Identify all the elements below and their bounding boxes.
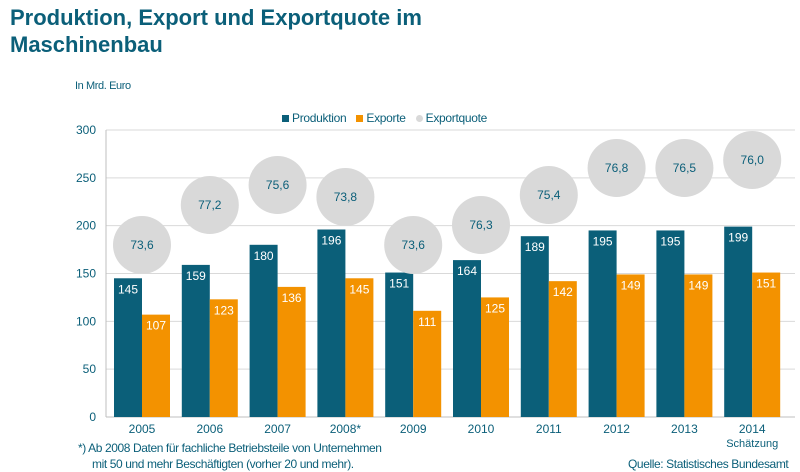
data-label-exporte: 149 bbox=[621, 278, 641, 292]
footnote: *) Ab 2008 Daten für fachliche Betriebst… bbox=[78, 440, 382, 472]
y-tick-label: 300 bbox=[76, 123, 96, 137]
x-tick-label: 2010 bbox=[468, 422, 495, 436]
data-label-exportquote: 73,8 bbox=[334, 190, 358, 204]
bar-produktion bbox=[114, 278, 142, 417]
footnote-line-1: *) Ab 2008 Daten für fachliche Betriebst… bbox=[78, 441, 382, 455]
x-tick-label: 2006 bbox=[196, 422, 223, 436]
source: Quelle: Statistisches Bundesamt bbox=[628, 457, 789, 471]
data-label-produktion: 189 bbox=[525, 240, 545, 254]
data-label-exportquote: 76,8 bbox=[605, 161, 629, 175]
legend-item-exportquote: Exportquote bbox=[415, 111, 487, 125]
bar-produktion bbox=[181, 264, 210, 417]
bar-produktion bbox=[385, 272, 414, 417]
x-tick-label: 2008* bbox=[330, 422, 362, 436]
legend: Produktion Exporte Exportquote bbox=[282, 111, 487, 125]
bar-exporte bbox=[277, 286, 306, 417]
data-label-exporte: 111 bbox=[418, 315, 437, 329]
x-tick-label: 2005 bbox=[129, 422, 156, 436]
x-tick-label: 2011 bbox=[536, 422, 562, 436]
bubble-exportquote bbox=[384, 216, 443, 274]
data-label-produktion: 180 bbox=[254, 249, 274, 263]
data-label-exporte: 142 bbox=[553, 285, 573, 299]
bar-produktion bbox=[724, 226, 753, 417]
bubble-exportquote bbox=[519, 166, 578, 224]
data-label-exporte: 136 bbox=[282, 291, 302, 305]
bubble-exportquote bbox=[587, 139, 646, 197]
data-label-exportquote: 77,2 bbox=[198, 198, 222, 212]
bubble-exportquote bbox=[316, 168, 375, 226]
bar-exporte bbox=[548, 281, 577, 417]
x-tick-label: 2007 bbox=[264, 422, 291, 436]
y-axis-label: In Mrd. Euro bbox=[75, 80, 131, 92]
bar-produktion bbox=[520, 236, 549, 417]
x-tick-label: 2013 bbox=[671, 422, 698, 436]
data-label-produktion: 195 bbox=[593, 234, 613, 248]
data-label-exporte: 151 bbox=[756, 277, 776, 291]
data-label-exportquote: 75,4 bbox=[537, 188, 561, 202]
legend-item-produktion: Produktion bbox=[282, 111, 347, 125]
data-label-produktion: 151 bbox=[389, 277, 409, 291]
y-tick-label: 50 bbox=[83, 362, 97, 376]
data-label-produktion: 196 bbox=[321, 233, 341, 247]
data-label-produktion: 195 bbox=[660, 234, 680, 248]
bar-exporte bbox=[209, 299, 238, 417]
data-label-exporte: 107 bbox=[146, 319, 166, 333]
bubble-exportquote bbox=[452, 196, 510, 254]
data-label-produktion: 145 bbox=[118, 282, 138, 296]
data-label-exporte: 125 bbox=[485, 301, 505, 315]
bar-exporte bbox=[752, 272, 781, 417]
bubble-exportquote bbox=[113, 216, 171, 274]
bar-exporte bbox=[413, 310, 442, 417]
y-tick-label: 200 bbox=[76, 219, 96, 233]
data-label-produktion: 164 bbox=[457, 264, 477, 278]
x-tick-label: 2012 bbox=[603, 422, 630, 436]
bubble-exportquote bbox=[655, 139, 714, 197]
data-label-produktion: 159 bbox=[186, 269, 206, 283]
data-label-exportquote: 76,5 bbox=[673, 161, 697, 175]
data-label-exporte: 145 bbox=[349, 282, 369, 296]
data-label-exportquote: 73,6 bbox=[402, 238, 426, 252]
bar-produktion bbox=[588, 230, 617, 417]
data-label-exporte: 123 bbox=[214, 303, 234, 317]
y-tick-label: 0 bbox=[89, 410, 96, 424]
data-label-exportquote: 76,3 bbox=[469, 218, 493, 232]
y-tick-label: 100 bbox=[76, 314, 96, 328]
data-label-exportquote: 73,6 bbox=[130, 238, 154, 252]
bar-produktion bbox=[317, 229, 346, 417]
bar-exporte bbox=[481, 297, 509, 417]
bubble-exportquote bbox=[248, 156, 307, 214]
y-tick-label: 250 bbox=[76, 171, 96, 185]
bubble-exportquote bbox=[180, 176, 239, 234]
data-label-exporte: 149 bbox=[688, 278, 708, 292]
data-label-exportquote: 75,6 bbox=[266, 178, 290, 192]
x-tick-label: 2014 bbox=[739, 422, 766, 436]
bar-exporte bbox=[142, 314, 170, 417]
bar-exporte bbox=[616, 274, 645, 417]
y-tick-label: 150 bbox=[76, 267, 96, 281]
bar-produktion bbox=[249, 244, 278, 417]
bar-exporte bbox=[684, 274, 713, 417]
bar-produktion bbox=[656, 230, 685, 417]
bar-produktion bbox=[453, 260, 481, 417]
data-label-exportquote: 76,0 bbox=[741, 153, 765, 167]
bar-exporte bbox=[345, 278, 374, 417]
bubble-exportquote bbox=[723, 131, 782, 189]
legend-item-exporte: Exporte bbox=[356, 111, 406, 125]
footnote-line-2: mit 50 und mehr Beschäftigten (vorher 20… bbox=[92, 457, 354, 471]
x-tick-sublabel: Schätzung bbox=[726, 438, 778, 450]
data-label-produktion: 199 bbox=[728, 231, 748, 245]
chart-title: Produktion, Export und Exportquote im Ma… bbox=[10, 5, 422, 57]
x-tick-label: 2009 bbox=[400, 422, 427, 436]
